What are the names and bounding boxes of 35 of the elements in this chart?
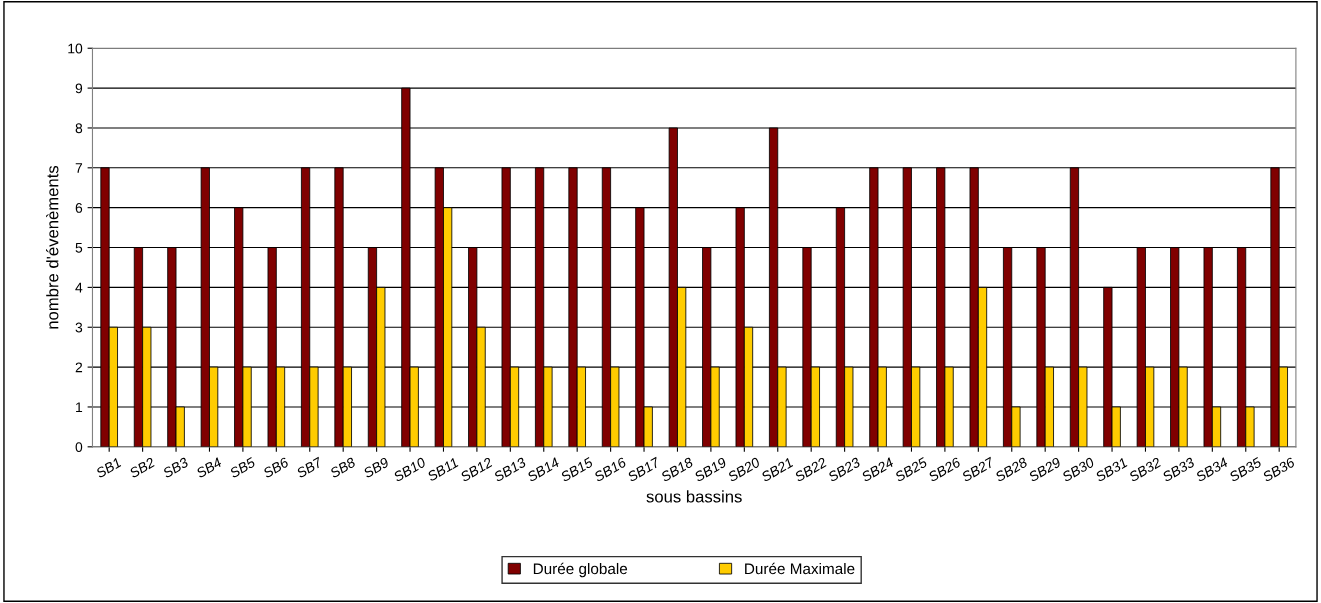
x-tick-label: SB2 [128,456,156,479]
x-tick-label: SB30 [1061,456,1096,483]
x-tick-label: SB19 [693,457,728,483]
x-tick-label: SB31 [1094,457,1128,483]
x-tick-label: SB32 [1128,456,1162,483]
x-tick-label: SB29 [1027,457,1062,483]
legend-label: Durée globale [533,562,628,578]
y-tick-label: 7 [75,163,83,173]
x-tick-label: SB6 [262,456,290,479]
y-tick-label: 10 [68,43,83,54]
y-tick-label: 9 [75,83,83,94]
x-tick-label: SB3 [161,456,190,479]
x-tick-label: SB4 [195,457,223,479]
legend-label: Durée Maximale [745,562,855,575]
x-tick-label: SB22 [793,456,828,483]
y-axis-title: nombre d'évenèments [46,165,59,329]
y-tick-label: 8 [75,123,83,134]
x-tick-label: SB1 [95,457,122,479]
y-tick-label: 5 [75,243,83,253]
x-tick-label: SB12 [459,456,494,483]
x-tick-label: SB11 [426,457,459,482]
x-tick-label: SB5 [228,456,257,479]
x-tick-label: SB8 [329,456,357,479]
y-tick-label: 3 [75,322,83,333]
y-tick-label: 1 [76,402,83,412]
x-tick-label: SB20 [726,456,761,483]
x-axis-title: sous bassins [646,490,742,503]
x-tick-label: SB26 [927,456,962,483]
y-tick-label: 2 [75,362,83,373]
x-tick-label: SB9 [362,457,390,479]
x-tick-label: SB7 [295,456,324,479]
x-tick-label: SB21 [760,457,794,483]
y-tick-label: 6 [75,203,83,213]
y-tick-label: 0 [75,442,83,452]
y-tick-label: 4 [75,282,83,293]
